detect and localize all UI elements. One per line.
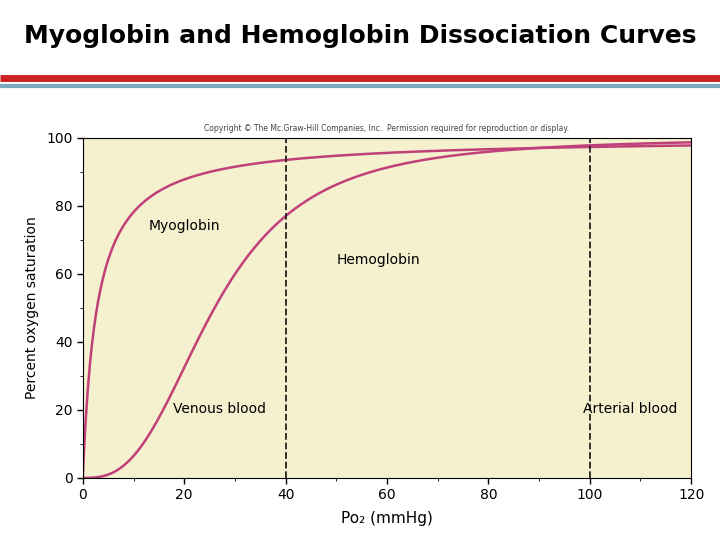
Text: Copyright © The Mc.Graw-Hill Companies, Inc.  Permission required for reproducti: Copyright © The Mc.Graw-Hill Companies, … [204,124,570,133]
Text: Hemoglobin: Hemoglobin [336,253,420,267]
Text: Myoglobin: Myoglobin [149,219,220,233]
X-axis label: Po₂ (mmHg): Po₂ (mmHg) [341,511,433,525]
Y-axis label: Percent oxygen saturation: Percent oxygen saturation [25,217,39,399]
Text: Myoglobin and Hemoglobin Dissociation Curves: Myoglobin and Hemoglobin Dissociation Cu… [24,24,696,48]
Text: Venous blood: Venous blood [174,402,266,416]
Text: Arterial blood: Arterial blood [583,402,678,416]
